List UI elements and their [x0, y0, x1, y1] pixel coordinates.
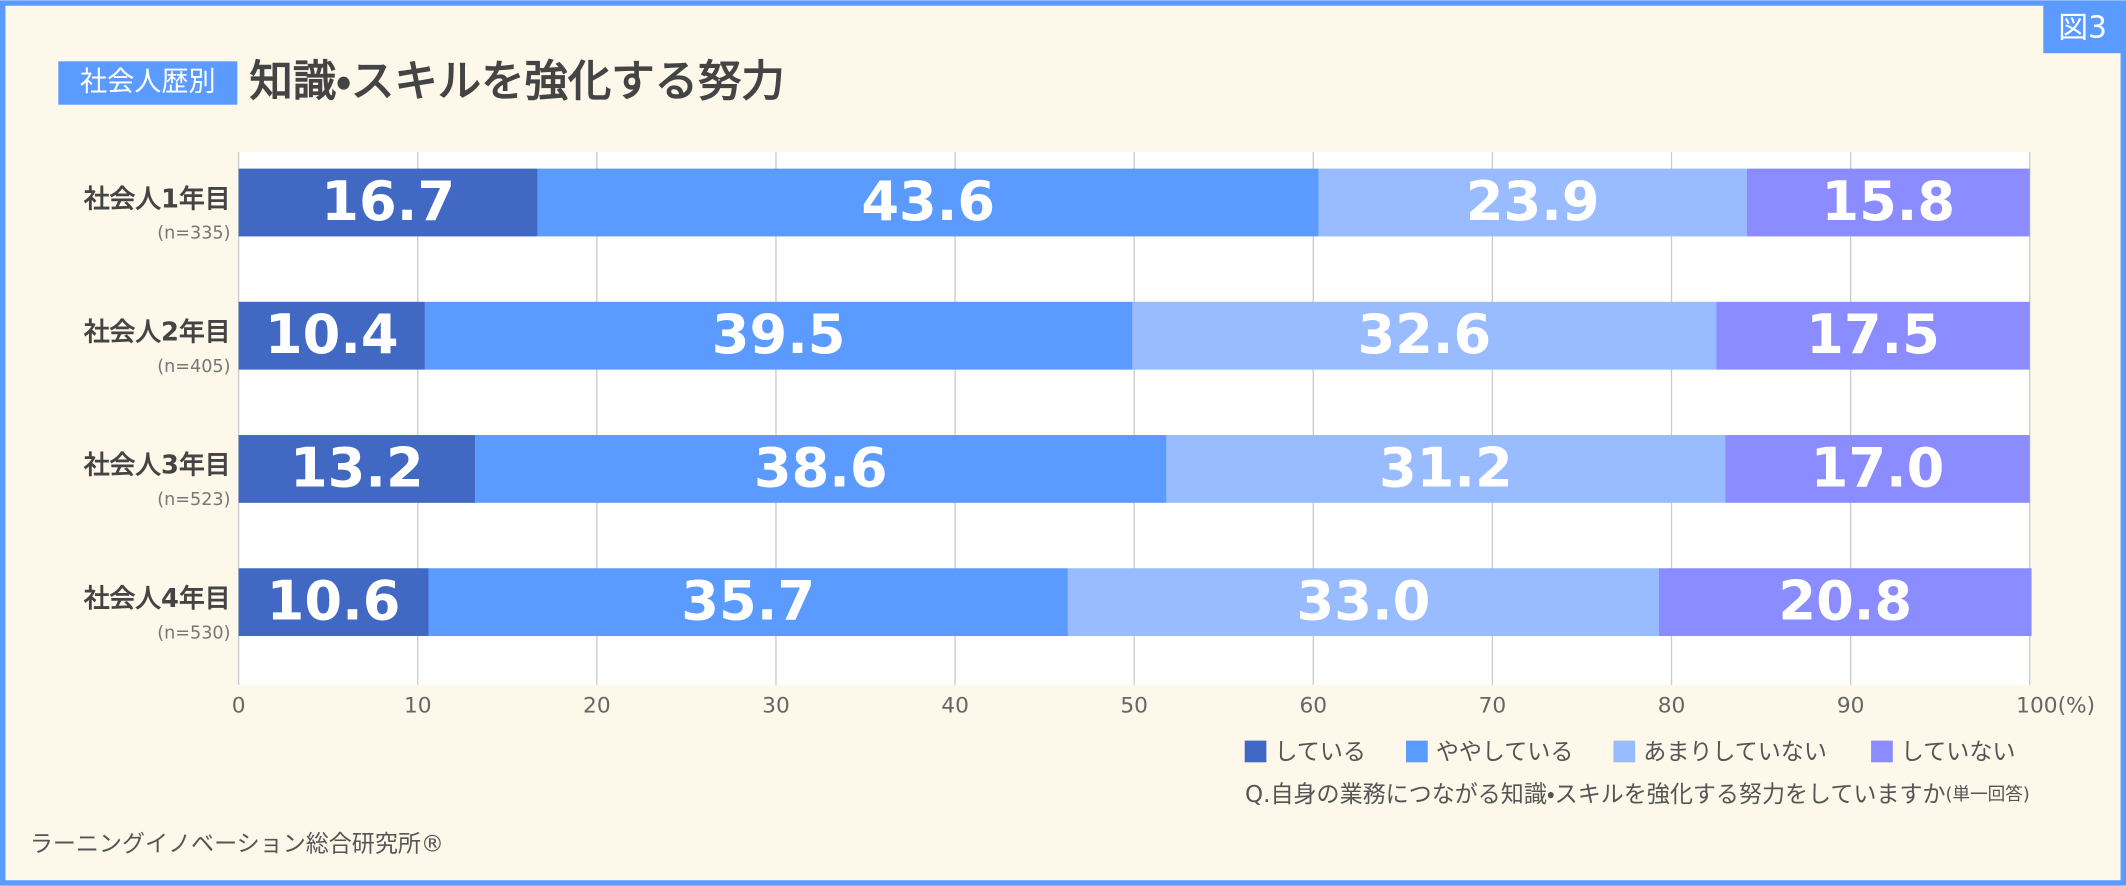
x-tick-label: 80 — [1658, 694, 1686, 719]
value-label: 32.6 — [1357, 303, 1491, 366]
category-label: 社会人2年目 — [83, 317, 231, 348]
legend-label: ややしている — [1436, 739, 1574, 765]
bar-segment — [428, 568, 1068, 637]
bar-segment — [1725, 435, 2030, 503]
x-tick-label: 10 — [404, 694, 432, 719]
category-label: 社会人1年目 — [83, 183, 231, 214]
x-tick-label: 20 — [583, 694, 611, 719]
chart-title: 知識・スキルを強化する努力 — [249, 57, 784, 107]
legend-label: あまりしていない — [1643, 739, 1827, 765]
value-label: 23.9 — [1466, 170, 1600, 233]
legend-swatch — [1871, 740, 1893, 763]
bar-segment — [475, 435, 1167, 503]
x-tick-label: 70 — [1479, 694, 1507, 719]
legend-label: していない — [1901, 739, 2015, 765]
question-note: (単一回答) — [1946, 784, 2030, 805]
value-label: 15.8 — [1821, 170, 1955, 233]
bar-segment — [1132, 301, 1717, 370]
legend-swatch — [1244, 740, 1267, 763]
value-label: 16.7 — [321, 170, 455, 233]
x-tick-label: 40 — [941, 694, 969, 719]
value-label: 35.7 — [681, 569, 815, 632]
bar-segment — [1166, 435, 1726, 503]
legend-swatch — [1406, 740, 1428, 763]
bar-segment — [537, 168, 1319, 237]
category-note: (n=530) — [157, 623, 230, 643]
value-label: 20.8 — [1778, 569, 1912, 632]
value-label: 31.2 — [1379, 436, 1513, 499]
question-text: Q.自身の業務につながる知識・スキルを強化する努力をしていますか — [1245, 781, 1946, 807]
value-label: 38.6 — [754, 436, 888, 499]
bar-segment — [1746, 168, 2030, 237]
bar-segment — [238, 568, 429, 637]
legend-swatch — [1613, 740, 1636, 763]
category-label: 社会人4年目 — [83, 583, 231, 614]
bar-segment — [424, 301, 1133, 370]
badge — [58, 61, 238, 105]
x-tick-label: 50 — [1120, 694, 1148, 719]
value-label: 10.6 — [267, 569, 401, 632]
x-tick-label: 60 — [1299, 694, 1327, 719]
bar-segment — [1067, 568, 1659, 637]
bar-segment — [1658, 568, 2032, 637]
value-label: 17.0 — [1811, 436, 1945, 499]
bar-segment — [1716, 301, 2030, 370]
footer: ラーニングイノベーション総合研究所® — [30, 832, 444, 858]
x-tick-label: 90 — [1837, 694, 1865, 719]
bar-segment — [238, 168, 538, 237]
category-note: (n=335) — [157, 224, 230, 244]
question: Q.自身の業務につながる知識・スキルを強化する努力をしていますか(単一回答) — [1245, 781, 2030, 807]
value-label: 33.0 — [1297, 569, 1431, 632]
value-label: 13.2 — [290, 436, 424, 499]
plot: 0 10 20 30 40 50 60 70 80 90 100(%) 社会人1年目 (n=335) 16… — [83, 152, 2095, 765]
legend-label: している — [1275, 739, 1366, 765]
x-tick-label: 30 — [762, 694, 790, 719]
value-label: 43.6 — [861, 170, 995, 233]
bar-segment — [238, 435, 476, 503]
bar-segment — [1318, 168, 1747, 237]
x-tick-label: 0 — [232, 694, 246, 719]
value-label: 39.5 — [712, 303, 846, 366]
value-label: 17.5 — [1806, 303, 1940, 366]
badge-text: 社会人歴別 — [80, 67, 216, 98]
category-label: 社会人3年目 — [83, 450, 231, 481]
figure-label: 図3 — [2058, 10, 2107, 45]
category-note: (n=405) — [157, 357, 230, 377]
value-label: 10.4 — [265, 303, 399, 366]
figure-badge — [2043, 4, 2124, 54]
bar-segment — [238, 301, 425, 370]
x-tick-label: 100(%) — [2016, 694, 2095, 719]
category-note: (n=523) — [157, 490, 230, 510]
